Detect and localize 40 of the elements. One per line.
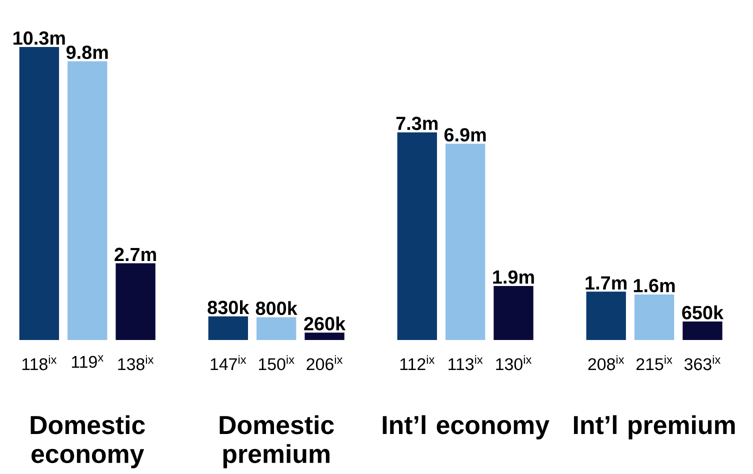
bar [116, 263, 156, 340]
text: 112$^{ix}$ [400, 355, 435, 370]
data-label: 800k [256, 301, 298, 316]
data-label: 1.9m [493, 270, 534, 284]
text: 113$^{ix}$ [448, 355, 483, 370]
bar [256, 317, 296, 340]
data-label: 260k [304, 316, 346, 330]
data-label: 2.7m [114, 248, 156, 261]
text: 147$^{ix}$ [210, 355, 246, 370]
text: 150$^{ix}$ [258, 355, 294, 370]
text: 215$^{ix}$ [636, 355, 672, 370]
text: 130$^{ix}$ [496, 355, 532, 370]
data-label: 1.7m [586, 276, 627, 290]
text: 119$^{x}$ [72, 355, 104, 368]
data-label: 7.3m [396, 116, 438, 130]
data-label: 1.6m [634, 278, 675, 292]
data-label: 6.9m [444, 128, 486, 142]
text: 138$^{ix}$ [118, 355, 154, 370]
text: 208$^{ix}$ [588, 355, 624, 370]
data-label: 10.3m [14, 31, 65, 45]
x-tick-label: Int’l premium [574, 415, 735, 440]
x-tick-label: Domestic economy [30, 415, 145, 468]
bar [586, 292, 626, 340]
data-label: 830k [208, 300, 250, 314]
bar [445, 144, 486, 340]
x-tick-label: Domestic premium [220, 415, 334, 468]
text: 118$^{ix}$ [22, 355, 57, 370]
bar [68, 61, 108, 340]
x-tick-label: Int’l economy [382, 415, 550, 440]
bar [19, 46, 60, 340]
text: 206$^{ix}$ [306, 355, 343, 370]
text: 363$^{ix}$ [684, 355, 721, 370]
bar [682, 322, 722, 340]
bar [208, 316, 248, 340]
data-label: 9.8m [66, 46, 108, 60]
bar [397, 132, 437, 340]
bar [634, 294, 674, 340]
bar [304, 332, 344, 340]
bar [494, 286, 534, 340]
data-label: 650k [682, 305, 724, 320]
